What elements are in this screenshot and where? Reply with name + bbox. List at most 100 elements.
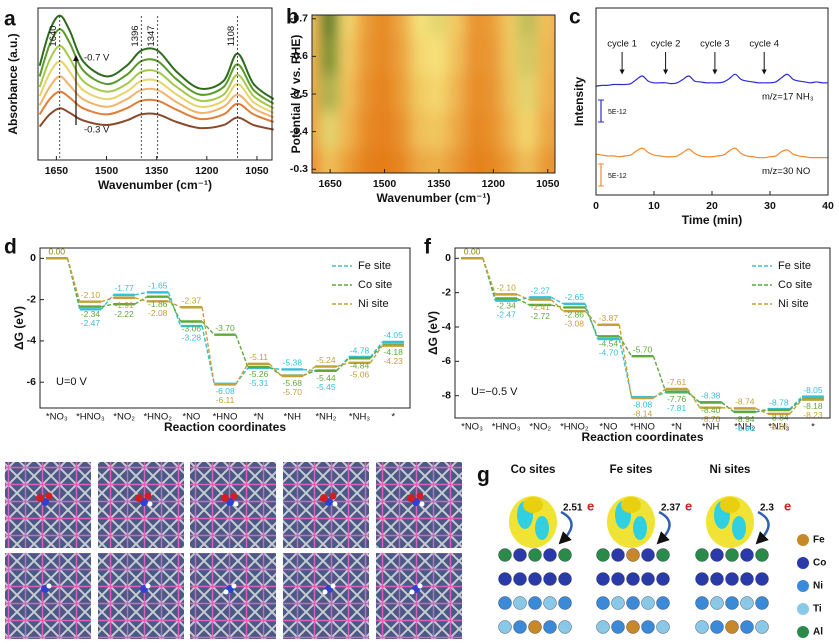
heat-cell [483,149,504,173]
value-label: -4.18 [383,347,403,357]
energy-connector [550,299,564,312]
atom [755,620,769,634]
x-tick-label: 1500 [95,165,119,177]
y-tick-label: -2 [27,293,36,305]
atom [740,620,754,634]
atom [528,620,542,634]
energy-connector [652,388,667,399]
transfer-arrow [558,510,573,545]
atom-o [45,492,53,500]
heat-cell [536,36,555,77]
heat-cell [483,15,504,39]
heat-cell [356,149,377,173]
atom [513,572,527,586]
value-label: -2.41 [531,302,551,312]
atom [626,596,640,610]
atom [725,548,739,562]
x-tick-label: *HNO₂ [143,412,172,423]
atom-o [36,494,44,502]
heat-cell [320,111,341,152]
y-tick-label: -0.7 [290,13,308,25]
chart: m/z=17 NH₃ m/z=30 NO cycle 1 cycle 2 cycle 3… [572,7,834,227]
energy-connector [652,355,667,392]
energy-connector [550,296,564,305]
atom [558,572,572,586]
value-label: -2.27 [531,286,551,296]
heat-cell [320,74,341,114]
atom [710,548,724,562]
atom-o [135,494,143,502]
structure-tile [190,553,276,639]
heat-cell [465,111,486,152]
atom [611,620,625,634]
legend-atom [797,557,809,569]
heat-cell [465,74,486,114]
energy-connector [201,307,215,385]
x-tick-label: 1650 [318,178,342,190]
y-tick-label: 0 [30,252,36,264]
peak-label: 1396 [130,25,141,46]
legend-label: Ni [813,581,823,592]
plot-frame [39,247,411,409]
atom [641,572,655,586]
chart: 1640 1396 1347 1108 -0.7 V -0.3 V 1650 1500 1350… [6,7,275,192]
atom [543,620,557,634]
atom [558,548,572,562]
value-label: -2.37 [182,296,202,306]
atom [498,596,512,610]
x-tick-label: 1350 [145,165,169,177]
value-label: -5.68 [283,378,303,388]
value-label: -1.65 [148,281,168,291]
y-tick-label: -0.6 [290,50,308,62]
atom [528,548,542,562]
plot-frame [37,7,273,161]
energy-connector [618,338,633,398]
atom [641,548,655,562]
y-axis-label: ΔG (eV) [12,306,26,350]
x-tick-label: 40 [822,200,834,212]
value-label: -8.05 [803,385,823,395]
energy-connector [167,296,182,322]
annotation: U=−0.5 V [471,386,518,398]
value-label: -8.78 [769,397,789,407]
energy-connector [101,303,114,308]
atom-h [231,583,237,589]
heat-cell [312,111,323,152]
atom [695,548,709,562]
value-label: -4.54 [599,339,619,349]
value-label: -8.38 [701,390,721,400]
structure-tile [5,553,91,639]
cycle-label: cycle 3 [700,39,730,50]
legend-label: Ni site [778,298,809,310]
energy-connector [721,401,735,413]
series-label: m/z=30 NO [762,166,810,177]
value-label: -5.11 [249,352,268,362]
value-label: -2.34 [496,301,516,311]
x-tick-label: *NO [182,412,200,423]
heat-cell [428,74,450,114]
value-label: -8.23 [803,410,823,420]
atom-h [145,583,151,589]
heat-cell [447,149,468,173]
y-tick-label: 0 [445,252,451,264]
chart: 1650 1500 1350 1200 1050 -0.7 -0.6 -0.5 -0.4 -0.3… [289,13,559,206]
atom-h [417,583,423,589]
value-label: 0.00 [49,247,66,257]
atom [543,572,557,586]
value-label: -8.70 [701,414,721,424]
energy-connector [235,363,249,385]
atom [543,596,557,610]
heat-cell [320,149,341,173]
atom [641,596,655,610]
charge-blob [535,516,549,540]
heat-cell [392,111,413,152]
x-tick-label: *NH₂ [315,412,336,423]
scale-label: 5E-12 [608,173,627,180]
x-tick-label: *HNO [630,422,655,433]
y-axis-label: Potential (V vs. RHE) [289,35,303,154]
heat-cell [320,15,341,39]
value-label: 0.00 [464,247,481,257]
energy-connector [134,297,148,302]
x-axis-label: Wavenumber (cm⁻¹) [377,191,491,205]
energy-connector [789,398,803,411]
